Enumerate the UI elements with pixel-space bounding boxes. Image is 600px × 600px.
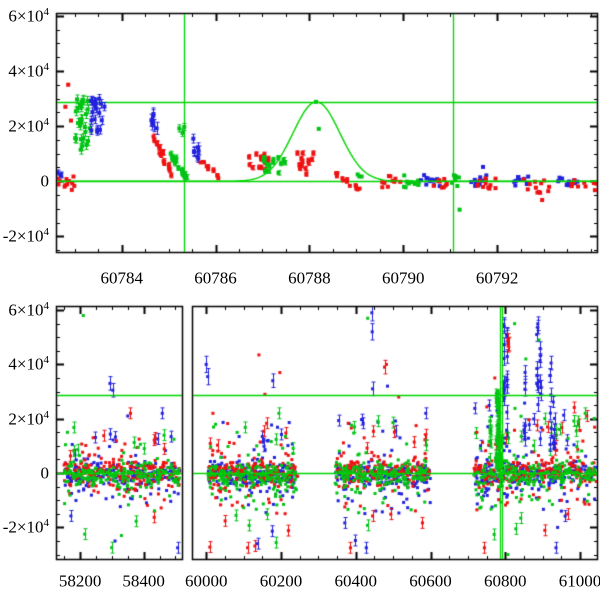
bottom-y-tick-label: -2×104 xyxy=(2,517,49,537)
bottom-y-tick-label: 0 xyxy=(40,463,50,483)
top-x-tick-label: 60792 xyxy=(475,268,519,288)
top-x-tick-label: 60786 xyxy=(194,268,237,288)
top-x-tick-label: 60784 xyxy=(100,268,143,288)
top-y-tick-label: -2×104 xyxy=(2,226,49,246)
top-y-tick-label: 4×104 xyxy=(8,60,49,81)
top-y-tick-label: 0 xyxy=(40,171,50,191)
bottom-x-tick-label: 61000 xyxy=(558,571,600,591)
bottom-x-tick-label: 60200 xyxy=(259,571,303,591)
bottom-y-tick-label: 6×104 xyxy=(8,299,49,320)
top-y-tick-label: 6×104 xyxy=(8,5,49,26)
top-x-tick-label: 60790 xyxy=(382,268,425,288)
bottom-x-tick-label: 60800 xyxy=(484,571,527,591)
top-x-tick-label: 60788 xyxy=(288,268,331,288)
bottom-y-tick-label: 4×104 xyxy=(8,354,49,374)
bottom-x-tick-label: 60400 xyxy=(334,571,377,591)
bottom-x-tick-label: 58200 xyxy=(58,571,102,591)
top-y-tick-label: 2×104 xyxy=(8,115,49,136)
bottom-x-tick-label: 60000 xyxy=(184,571,228,591)
bottom-x-tick-label: 58400 xyxy=(122,571,165,591)
bottom-x-tick-label: 60600 xyxy=(409,571,452,591)
bottom-y-tick-label: 2×104 xyxy=(8,408,49,429)
